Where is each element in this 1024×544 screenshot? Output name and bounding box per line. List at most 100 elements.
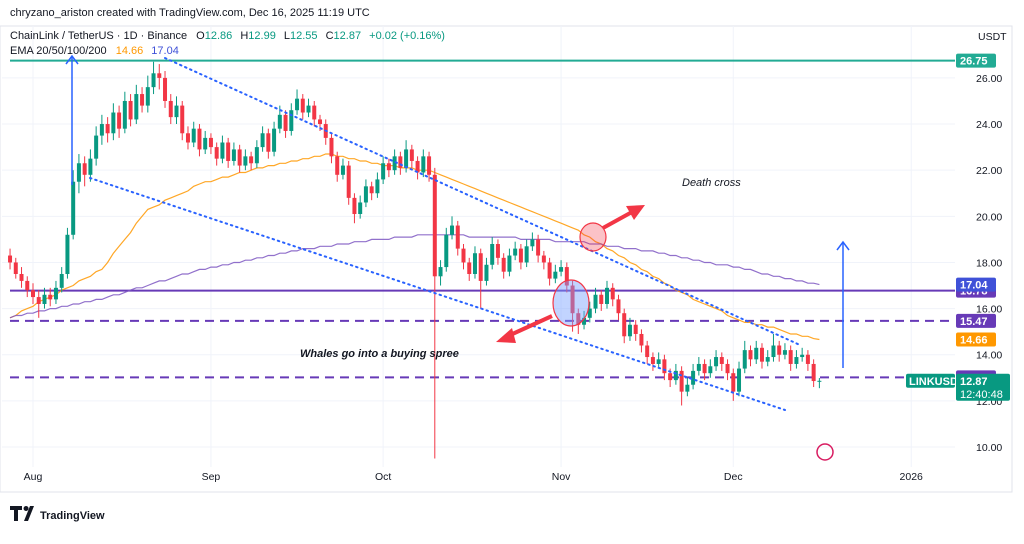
candle-body: [358, 202, 363, 215]
candle-body: [283, 114, 288, 131]
candle-body: [714, 357, 719, 367]
candle-body: [501, 257, 506, 272]
candle-body: [94, 135, 99, 159]
candle-body: [541, 255, 546, 263]
candle-body: [163, 77, 168, 101]
candle-body: [662, 359, 667, 374]
ohlc-letter: C: [326, 30, 334, 42]
candle-body: [788, 350, 793, 364]
candle-body: [805, 354, 810, 364]
y-tick-label: 18.00: [976, 257, 1002, 269]
candle-body: [668, 373, 673, 381]
chart-frame: [0, 25, 1013, 493]
highlight-circle: [552, 279, 590, 327]
candle-body: [547, 262, 552, 279]
candle-body: [140, 94, 145, 106]
candle-body: [731, 373, 736, 392]
candle-body: [622, 313, 627, 337]
candle-body: [627, 324, 632, 337]
candle-body: [478, 253, 483, 281]
x-tick-label: Aug: [24, 471, 43, 483]
candle-body: [76, 163, 81, 182]
candle-body: [696, 363, 701, 371]
candle-body: [679, 370, 684, 392]
plot-area: [8, 59, 955, 459]
candle-body: [363, 186, 368, 203]
candle-body: [685, 384, 690, 392]
candle-body: [415, 160, 420, 173]
candle-body: [455, 225, 460, 249]
ema-label-box: [956, 332, 996, 347]
candle-body: [427, 156, 432, 175]
candle-body: [650, 357, 655, 364]
candle-body: [82, 163, 87, 175]
candle-body: [536, 239, 541, 256]
candle-body: [157, 73, 162, 78]
candle-body: [237, 149, 242, 166]
x-tick-label: Nov: [552, 471, 571, 483]
candle-body: [817, 380, 822, 382]
candle-body: [8, 255, 13, 263]
x-tick-label: Sep: [202, 471, 221, 483]
candle-body: [168, 100, 173, 118]
candle-body: [524, 246, 529, 263]
candle-body: [151, 73, 156, 88]
title: ChainLink / TetherUS · 1D · Binance: [10, 30, 187, 42]
candle-body: [65, 234, 70, 274]
ohlc-letter: H: [240, 30, 248, 42]
indicator: EMA 20/50/100/200: [10, 45, 107, 57]
candle-body: [13, 262, 18, 274]
candle-body: [559, 267, 564, 272]
countdown-label: 12:40:48: [960, 389, 1003, 401]
x-tick-label: 2026: [900, 471, 924, 483]
candle-body: [553, 271, 558, 279]
level-label: 15.47: [960, 316, 988, 328]
candle-body: [231, 149, 236, 161]
candle-body: [432, 174, 437, 277]
candle-body: [748, 350, 753, 360]
candle-body: [794, 357, 799, 364]
ema-line: [9, 234, 820, 319]
logo: TradingView: [10, 506, 105, 522]
candle-body: [71, 181, 76, 235]
candle-body: [811, 363, 816, 382]
candle-body: [381, 163, 386, 180]
candle-body: [300, 98, 305, 113]
arrow: [65, 54, 79, 185]
candle-body: [800, 354, 805, 358]
candle-body: [765, 357, 770, 362]
candle-body: [570, 285, 575, 314]
brand: TradingView: [40, 510, 105, 522]
candle-body: [490, 244, 495, 265]
ohlc-letter: O: [196, 30, 205, 42]
candle-body: [737, 368, 742, 392]
x-tick-label: Oct: [375, 471, 391, 483]
candle-body: [208, 137, 213, 148]
symbol-header: ChainLink / TetherUS · 1D · Binance O 12.…: [10, 30, 445, 42]
candle-body: [122, 100, 127, 129]
candle-body: [220, 142, 225, 159]
candle-body: [582, 317, 587, 325]
candle-body: [444, 234, 449, 268]
ohlc-value: 12.87: [334, 30, 362, 42]
candle-body: [702, 363, 707, 374]
candle-body: [369, 186, 374, 194]
annotation: Whales go into a buying spree: [300, 348, 459, 360]
level-label-box: [956, 313, 996, 328]
candle-body: [438, 267, 443, 277]
trend-line: [89, 177, 786, 411]
candle-body: [117, 112, 122, 129]
candle-body: [576, 313, 581, 325]
candle-body: [88, 158, 93, 175]
candle-body: [725, 363, 730, 374]
candle-body: [409, 149, 414, 161]
candle-body: [605, 287, 609, 304]
y-tick-label: 14.00: [976, 350, 1002, 362]
y-tick-label: 22.00: [976, 165, 1002, 177]
candle-body: [708, 366, 713, 374]
candle-body: [191, 128, 196, 143]
candle-body: [174, 105, 179, 118]
candle-body: [587, 308, 592, 318]
candle-body: [645, 345, 650, 358]
